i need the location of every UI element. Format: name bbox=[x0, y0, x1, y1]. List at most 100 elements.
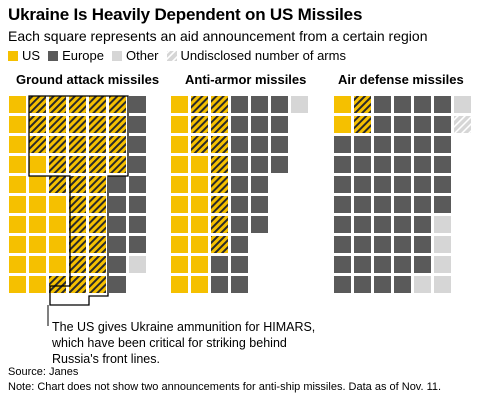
waffle-square-europe bbox=[434, 176, 451, 193]
annotation-line-1: The US gives Ukraine ammunition for HIMA… bbox=[52, 320, 316, 334]
waffle-square-other bbox=[434, 256, 451, 273]
waffle-square-us bbox=[9, 136, 26, 153]
waffle-square-us bbox=[171, 116, 188, 133]
waffle-square-europe bbox=[354, 136, 371, 153]
waffle-square-us bbox=[171, 216, 188, 233]
waffle-square-us-u bbox=[89, 136, 106, 153]
waffle-square-us-u bbox=[49, 156, 66, 173]
waffle-square-us-u bbox=[69, 256, 86, 273]
waffle-square-us-u bbox=[69, 96, 86, 113]
annotation-line-3: Russia's front lines. bbox=[52, 352, 160, 366]
waffle-square-europe bbox=[129, 136, 146, 153]
waffle-square-europe bbox=[374, 136, 391, 153]
waffle-square-europe bbox=[434, 196, 451, 213]
waffle-square-us-u bbox=[89, 116, 106, 133]
waffle-square-europe bbox=[211, 276, 228, 293]
waffle-square-us bbox=[191, 276, 208, 293]
legend-label-europe: Europe bbox=[62, 48, 104, 63]
waffle-square-us bbox=[171, 156, 188, 173]
waffle-square-europe bbox=[251, 196, 268, 213]
waffle-square-us bbox=[49, 236, 66, 253]
waffle-square-europe bbox=[231, 96, 248, 113]
panel-title-ground-attack: Ground attack missiles bbox=[16, 72, 160, 87]
waffle-square-us bbox=[29, 276, 46, 293]
panel-title-air-defense: Air defense missiles bbox=[338, 72, 464, 87]
legend-swatch-undisclosed bbox=[166, 50, 177, 61]
waffle-square-us bbox=[9, 276, 26, 293]
waffle-square-europe bbox=[334, 236, 351, 253]
legend: US Europe Other Undisclosed number of ar… bbox=[8, 48, 354, 63]
waffle-square-us-u bbox=[109, 116, 126, 133]
waffle-square-europe bbox=[414, 256, 431, 273]
waffle-square-europe bbox=[109, 216, 126, 233]
waffle-square-other-u bbox=[454, 116, 471, 133]
waffle-square-us bbox=[191, 256, 208, 273]
waffle-square-us-u bbox=[89, 176, 106, 193]
waffle-square-europe bbox=[231, 196, 248, 213]
chart-title: Ukraine Is Heavily Dependent on US Missi… bbox=[8, 5, 363, 24]
waffle-square-europe bbox=[211, 256, 228, 273]
waffle-square-europe bbox=[354, 176, 371, 193]
waffle-square-us-u bbox=[69, 156, 86, 173]
waffle-square-europe bbox=[129, 156, 146, 173]
waffle-square-europe bbox=[394, 216, 411, 233]
annotation-line-2: which have been critical for striking be… bbox=[52, 336, 287, 350]
waffle-square-europe bbox=[394, 156, 411, 173]
waffle-square-europe bbox=[374, 96, 391, 113]
waffle-square-europe bbox=[394, 96, 411, 113]
waffle-square-other bbox=[414, 276, 431, 293]
waffle-square-us-u bbox=[354, 116, 371, 133]
legend-item-us: US bbox=[8, 48, 40, 63]
legend-swatch-europe bbox=[48, 50, 59, 61]
waffle-square-other bbox=[434, 276, 451, 293]
waffle-square-us-u bbox=[69, 136, 86, 153]
waffle-square-us bbox=[9, 176, 26, 193]
waffle-square-us bbox=[29, 256, 46, 273]
waffle-square-us bbox=[9, 96, 26, 113]
legend-item-europe: Europe bbox=[48, 48, 104, 63]
waffle-square-europe bbox=[354, 216, 371, 233]
waffle-square-europe bbox=[231, 256, 248, 273]
waffle-square-europe bbox=[251, 136, 268, 153]
waffle-square-europe bbox=[271, 136, 288, 153]
waffle-square-europe bbox=[334, 136, 351, 153]
waffle-square-us-u bbox=[109, 96, 126, 113]
waffle-square-europe bbox=[414, 236, 431, 253]
waffle-square-europe bbox=[231, 176, 248, 193]
waffle-square-us-u bbox=[69, 176, 86, 193]
waffle-square-europe bbox=[231, 156, 248, 173]
waffle-square-us-u bbox=[89, 236, 106, 253]
waffle-square-us-u bbox=[211, 216, 228, 233]
waffle-square-us bbox=[9, 236, 26, 253]
waffle-square-us-u bbox=[191, 116, 208, 133]
waffle-square-us bbox=[49, 196, 66, 213]
waffle-square-us bbox=[171, 96, 188, 113]
waffle-square-europe bbox=[394, 116, 411, 133]
waffle-square-us-u bbox=[109, 156, 126, 173]
waffle-square-us bbox=[9, 156, 26, 173]
waffle-square-us-u bbox=[211, 236, 228, 253]
waffle-square-us bbox=[49, 256, 66, 273]
waffle-square-europe bbox=[109, 256, 126, 273]
waffle-square-europe bbox=[334, 216, 351, 233]
waffle-square-us-u bbox=[89, 256, 106, 273]
himars-highlight-outline bbox=[28, 95, 129, 306]
waffle-square-europe bbox=[109, 176, 126, 193]
waffle-square-europe bbox=[251, 176, 268, 193]
waffle-square-us bbox=[29, 176, 46, 193]
waffle-square-europe bbox=[354, 236, 371, 253]
waffle-square-europe bbox=[251, 216, 268, 233]
waffle-square-europe bbox=[414, 96, 431, 113]
waffle-square-us-u bbox=[89, 156, 106, 173]
waffle-square-europe bbox=[334, 276, 351, 293]
waffle-square-us-u bbox=[29, 96, 46, 113]
waffle-square-us bbox=[171, 276, 188, 293]
waffle-square-europe bbox=[374, 176, 391, 193]
waffle-square-other bbox=[434, 216, 451, 233]
waffle-square-europe bbox=[434, 136, 451, 153]
waffle-square-us bbox=[29, 216, 46, 233]
waffle-square-europe bbox=[374, 236, 391, 253]
waffle-square-europe bbox=[231, 236, 248, 253]
legend-label-other: Other bbox=[125, 48, 159, 63]
